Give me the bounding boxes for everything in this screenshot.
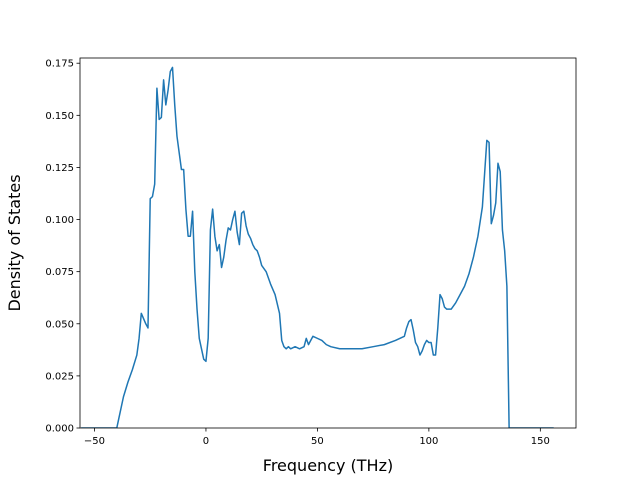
x-tick-label: −50 [84,436,105,447]
x-tick-label: 50 [311,436,324,447]
dos-series-line [81,66,554,428]
y-tick-label: 0.175 [45,59,74,70]
y-tick-label: 0.025 [45,371,74,382]
plot-background [80,58,576,428]
plot-area [81,66,554,428]
x-axis-ticks: −50 0 50 100 150 [84,428,550,447]
y-tick-label: 0.075 [45,267,74,278]
y-tick-label: 0.125 [45,163,74,174]
x-tick-label: 150 [531,436,550,447]
x-tick-label: 0 [203,436,209,447]
y-axis-label: Density of States [5,174,24,311]
plot-frame [79,57,577,429]
y-tick-label: 0.050 [45,319,74,330]
x-axis-label: Frequency (THz) [263,456,393,475]
y-axis-ticks: 0.000 0.025 0.050 0.075 0.100 0.125 0.150 0.175 [45,59,80,435]
y-tick-label: 0.150 [45,111,74,122]
x-tick-label: 100 [419,436,438,447]
y-tick-label: 0.000 [45,424,74,435]
y-tick-label: 0.100 [45,215,74,226]
